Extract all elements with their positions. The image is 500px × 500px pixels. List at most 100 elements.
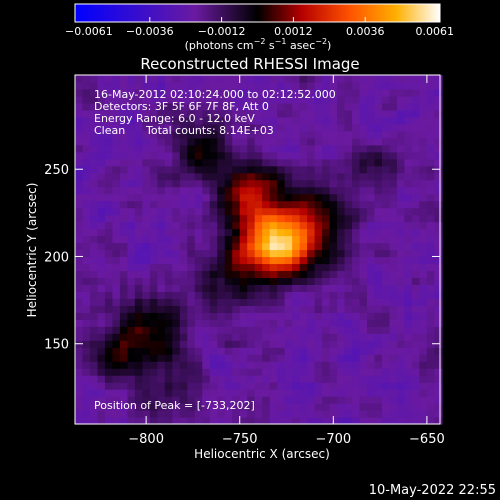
heatmap-cell: [82, 81, 91, 90]
heatmap-cell: [209, 179, 218, 188]
heatmap-cell: [426, 179, 435, 188]
heatmap-cell: [164, 200, 173, 209]
heatmap-cell: [322, 263, 331, 272]
heatmap-cell: [97, 207, 106, 216]
heatmap-cell: [187, 284, 196, 292]
heatmap-cell: [419, 95, 428, 104]
heatmap-cell: [104, 116, 114, 125]
heatmap-cell: [194, 347, 203, 355]
heatmap-cell: [232, 235, 241, 244]
heatmap-cell: [209, 298, 218, 306]
heatmap-cell: [367, 235, 376, 244]
heatmap-cell: [254, 116, 263, 125]
heatmap-cell: [389, 242, 398, 251]
heatmap-cell: [179, 410, 188, 418]
heatmap-cell: [307, 312, 316, 320]
heatmap-cell: [419, 179, 428, 188]
heatmap-cell: [172, 319, 181, 327]
heatmap-cell: [329, 144, 338, 153]
heatmap-cell: [344, 123, 353, 132]
heatmap-cell: [269, 221, 278, 230]
heatmap-cell: [322, 368, 331, 376]
heatmap-cell: [434, 347, 443, 355]
heatmap-cell: [187, 298, 196, 306]
heatmap-cell: [322, 207, 331, 216]
heatmap-cell: [359, 186, 368, 195]
heatmap-cell: [307, 172, 316, 181]
heatmap-cell: [299, 81, 308, 90]
heatmap-cell: [112, 312, 121, 320]
heatmap-cell: [389, 158, 398, 167]
heatmap-cell: [389, 361, 398, 369]
heatmap-cell: [157, 305, 166, 313]
heatmap-cell: [307, 368, 316, 376]
heatmap-cell: [187, 102, 196, 111]
heatmap-cell: [179, 298, 188, 306]
heatmap-cell: [97, 417, 106, 425]
heatmap-cell: [322, 354, 331, 362]
heatmap-cell: [104, 200, 114, 209]
heatmap-cell: [194, 144, 203, 153]
heatmap-cell: [97, 172, 106, 181]
heatmap-cell: [202, 284, 211, 292]
heatmap-cell: [307, 263, 316, 272]
heatmap-cell: [172, 312, 181, 320]
heatmap-cell: [419, 130, 428, 139]
heatmap-cell: [247, 158, 256, 167]
heatmap-cell: [277, 368, 286, 376]
heatmap-cell: [89, 319, 99, 327]
heatmap-cell: [404, 75, 413, 83]
heatmap-cell: [209, 165, 218, 174]
heatmap-cell: [269, 305, 278, 313]
heatmap-cell: [239, 214, 248, 223]
heatmap-cell: [224, 417, 233, 425]
heatmap-cell: [367, 102, 376, 111]
heatmap-cell: [381, 347, 391, 355]
heatmap-cell: [202, 193, 211, 202]
heatmap-cell: [434, 382, 443, 390]
heatmap-cell: [224, 81, 233, 90]
heatmap-cell: [232, 116, 241, 125]
heatmap-cell: [367, 263, 376, 272]
heatmap-cell: [187, 417, 196, 425]
heatmap-cell: [149, 242, 158, 251]
heatmap-cell: [262, 312, 271, 320]
heatmap-cell: [142, 158, 151, 167]
heatmap-cell: [254, 137, 263, 146]
heatmap-cell: [179, 326, 188, 334]
heatmap-cell: [344, 361, 353, 369]
heatmap-cell: [426, 361, 435, 369]
heatmap-cell: [232, 88, 241, 97]
colorbar-unit-part: ): [327, 39, 331, 52]
heatmap-cell: [209, 263, 218, 272]
heatmap-cell: [269, 144, 278, 153]
heatmap-cell: [202, 333, 211, 341]
heatmap-cell: [172, 277, 181, 285]
heatmap-cell: [97, 123, 106, 132]
heatmap-cell: [164, 312, 173, 320]
heatmap-cell: [224, 165, 233, 174]
heatmap-cell: [299, 130, 308, 139]
heatmap-cell: [374, 382, 383, 390]
heatmap-cell: [404, 144, 413, 153]
heatmap-cell: [89, 249, 99, 258]
heatmap-cell: [374, 340, 383, 348]
heatmap-cell: [209, 123, 218, 132]
heatmap-cell: [277, 172, 286, 181]
heatmap-cell: [284, 403, 293, 411]
heatmap-cell: [381, 305, 391, 313]
heatmap-cell: [247, 235, 256, 244]
heatmap-cell: [374, 95, 383, 104]
heatmap-cell: [157, 102, 166, 111]
heatmap-cell: [202, 158, 211, 167]
heatmap-cell: [314, 389, 323, 397]
heatmap-cell: [307, 249, 316, 258]
heatmap-cell: [82, 123, 91, 132]
heatmap-cell: [157, 151, 166, 160]
heatmap-cell: [232, 144, 241, 153]
heatmap-cell: [404, 312, 413, 320]
heatmap-cell: [329, 312, 338, 320]
heatmap-cell: [277, 186, 286, 195]
heatmap-cell: [277, 158, 286, 167]
heatmap-cell: [434, 158, 443, 167]
